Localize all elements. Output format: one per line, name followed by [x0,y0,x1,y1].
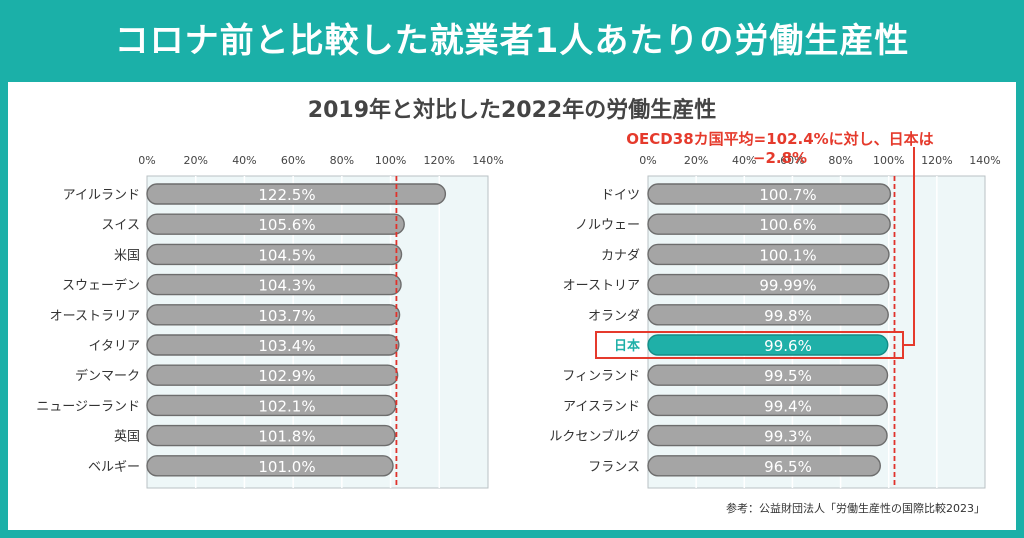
category-label: デンマーク [75,368,140,384]
title-banner: コロナ前と比較した就業者1人あたりの労働生産性 [0,0,1024,82]
data-label: 103.7% [258,307,315,325]
category-label: オーストリア [563,279,640,294]
x-tick-label: 20% [684,154,708,167]
page-title: コロナ前と比較した就業者1人あたりの労働生産性 [114,21,910,61]
data-label: 99.99% [759,277,816,295]
x-tick-label: 60% [281,154,305,167]
data-label: 100.7% [759,186,816,204]
data-label: 104.3% [258,277,315,295]
data-label: 99.8% [764,307,812,325]
x-tick-label: 0% [639,154,656,167]
data-label: 100.1% [759,246,816,264]
data-label: 101.8% [258,428,315,446]
bar [647,424,888,447]
category-label: ルクセンブルグ [549,429,640,445]
category-label: 英国 [114,430,140,445]
bar [146,183,447,205]
data-label: 99.4% [764,397,812,415]
bar [647,304,889,326]
category-label: 米国 [114,248,140,263]
bar [647,455,881,477]
category-label: オランダ [588,309,640,324]
data-label: 105.6% [258,216,315,234]
oecd-average-note: OECD38カ国平均=102.4%に対し、日本は−2.8% [626,130,934,167]
category-label: ノルウェー [575,218,640,233]
bar [647,243,890,266]
data-label: 96.5% [764,458,812,476]
data-label: 103.4% [258,337,315,355]
data-label: 99.5% [764,367,812,385]
bar [146,424,396,447]
bar [647,334,889,356]
data-label: 102.9% [258,367,315,385]
bar [146,455,394,477]
data-label: 100.6% [759,216,816,234]
category-label: イタリア [89,339,140,354]
x-tick-label: 120% [424,154,455,167]
x-tick-label: 80% [330,154,354,167]
bar [146,364,399,386]
x-tick-label: 40% [232,154,256,167]
category-label: ドイツ [601,188,640,203]
x-tick-label: 100% [375,154,406,167]
chart-right: 0% 20% 40% 60% 80% 100% 120% 140% ドイツ 100.7% ノルウェー… [549,147,1001,489]
bar [647,394,888,417]
x-tick-label: 0% [138,154,155,167]
bar [146,273,402,296]
x-tick-label: 100% [873,154,904,167]
category-label: アイルランド [63,188,140,203]
category-label: カナダ [601,248,640,263]
category-label: フランス [588,460,640,475]
x-tick-label: 80% [828,154,852,167]
category-label: アイスランド [563,399,640,414]
category-label: オーストラリア [50,309,140,324]
bar [146,304,401,326]
x-tick-label: 20% [183,154,207,167]
bar [146,394,397,417]
data-label: 122.5% [258,186,315,204]
chart-left: 0% 20% 40% 60% 80% 100% 120% 140% アイルランド 122.5% スイ… [36,154,504,489]
chart-subtitle: 2019年と対比した2022年の労働生産性 [307,98,717,123]
x-tick-label: 60% [780,154,804,167]
source-note: 参考：公益財団法人「労働生産性の国際比較2023」 [726,502,985,515]
bar [647,183,892,205]
x-tick-label: 40% [732,154,756,167]
category-label: ベルギー [88,460,140,475]
bar [146,243,403,266]
bar [647,273,890,296]
bar [146,213,405,235]
data-label: 99.6% [764,337,812,355]
data-label: 99.3% [764,428,812,446]
bar [647,364,889,386]
highlight-connector [903,147,915,346]
x-tick-label: 140% [472,154,503,167]
x-tick-label: 140% [969,154,1000,167]
x-tick-label: 120% [921,154,952,167]
category-label: スウェーデン [62,278,140,294]
category-label: 日本 [614,338,640,354]
data-label: 104.5% [258,246,315,264]
bar [647,213,891,235]
category-label: フィンランド [562,369,640,384]
category-label: ニュージーランド [36,399,140,414]
category-label: スイス [101,218,140,233]
bar [146,334,400,356]
data-label: 102.1% [258,397,315,415]
data-label: 101.0% [258,458,315,476]
